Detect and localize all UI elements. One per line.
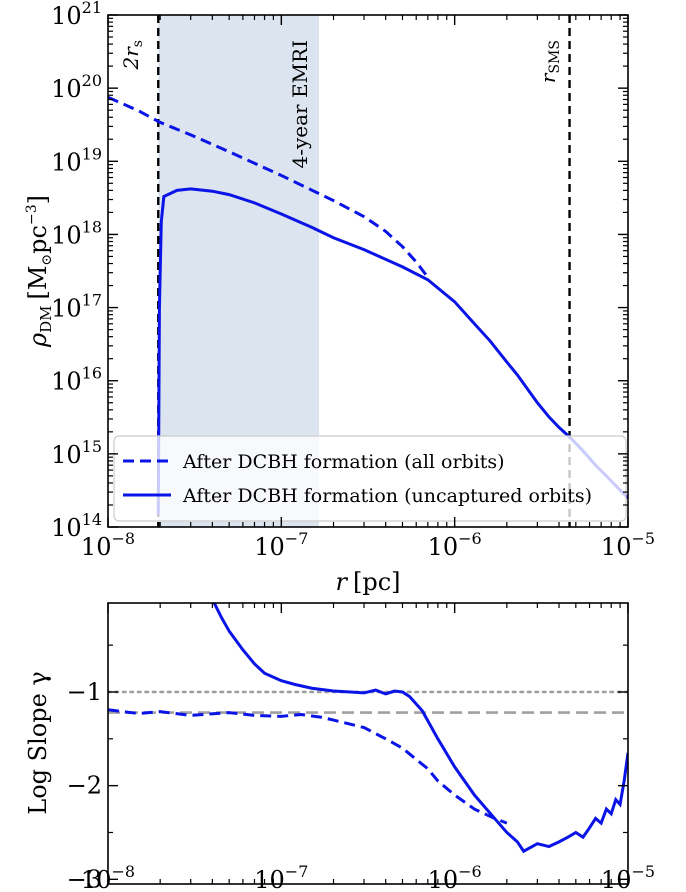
bottom-y-tick-label: −3 — [67, 865, 102, 892]
legend-label-uncaptured-orbits: After DCBH formation (uncaptured orbits) — [182, 485, 592, 507]
top-ticks: 10−8 10−7 10−6 10−5 1014 1015 1016 1017 1018 1019… — [51, 0, 655, 561]
top-ylabel: ρDM[M⊙pc−3] — [24, 195, 55, 348]
slope-series-all-orbits — [108, 708, 508, 825]
bottom-ticks: 10−8 10−7 10−6 10−5 −1 −2 −3 — [67, 603, 655, 892]
top-x-tick-label: 10−6 — [428, 529, 482, 561]
top-axes-frame — [107, 14, 629, 528]
top-y-tick-label: 1016 — [51, 364, 102, 396]
top-y-tick-label: 1017 — [51, 291, 102, 323]
top-y-tick-label: 1014 — [51, 510, 102, 542]
bottom-x-tick-label: 10−7 — [254, 862, 308, 892]
bottom-axes-frame — [107, 602, 629, 885]
top-xlabel: r [pc] — [335, 568, 400, 596]
top-x-tick-label: 10−5 — [601, 529, 655, 561]
top-y-tick-label: 1018 — [51, 217, 102, 249]
annot-emri: 4-year EMRI — [288, 40, 312, 169]
bottom-x-tick-label: 10−6 — [428, 862, 482, 892]
bottom-y-tick-label: −2 — [67, 772, 102, 800]
top-y-tick-label: 1021 — [51, 0, 102, 30]
legend-label-all-orbits: After DCBH formation (all orbits) — [182, 451, 505, 473]
top-y-tick-label: 1019 — [51, 144, 102, 176]
slope-series-uncaptured-orbits — [212, 603, 628, 854]
top-x-tick-label: 10−7 — [254, 529, 308, 561]
top-y-tick-label: 1020 — [51, 71, 102, 103]
series-all-orbits — [108, 95, 430, 279]
top-x-tick-label: 10−8 — [81, 529, 135, 561]
bottom-x-tick-label: 10−5 — [601, 862, 655, 892]
density-chart: After DCBH formation (all orbits) After … — [24, 0, 655, 596]
annot-2rs: 2rs — [119, 40, 146, 70]
bottom-ylabel: Log Slope γ — [24, 671, 52, 814]
legend-box — [113, 435, 627, 522]
top-y-tick-label: 1015 — [51, 437, 102, 469]
bottom-x-tick-label: 10−8 — [81, 862, 135, 892]
bottom-y-tick-label: −1 — [67, 678, 102, 706]
legend: After DCBH formation (all orbits) After … — [113, 435, 627, 522]
annot-rsms: rSMS — [536, 40, 563, 83]
slope-chart: 10−8 10−7 10−6 10−5 −1 −2 −3 Log Slope γ — [24, 602, 655, 892]
